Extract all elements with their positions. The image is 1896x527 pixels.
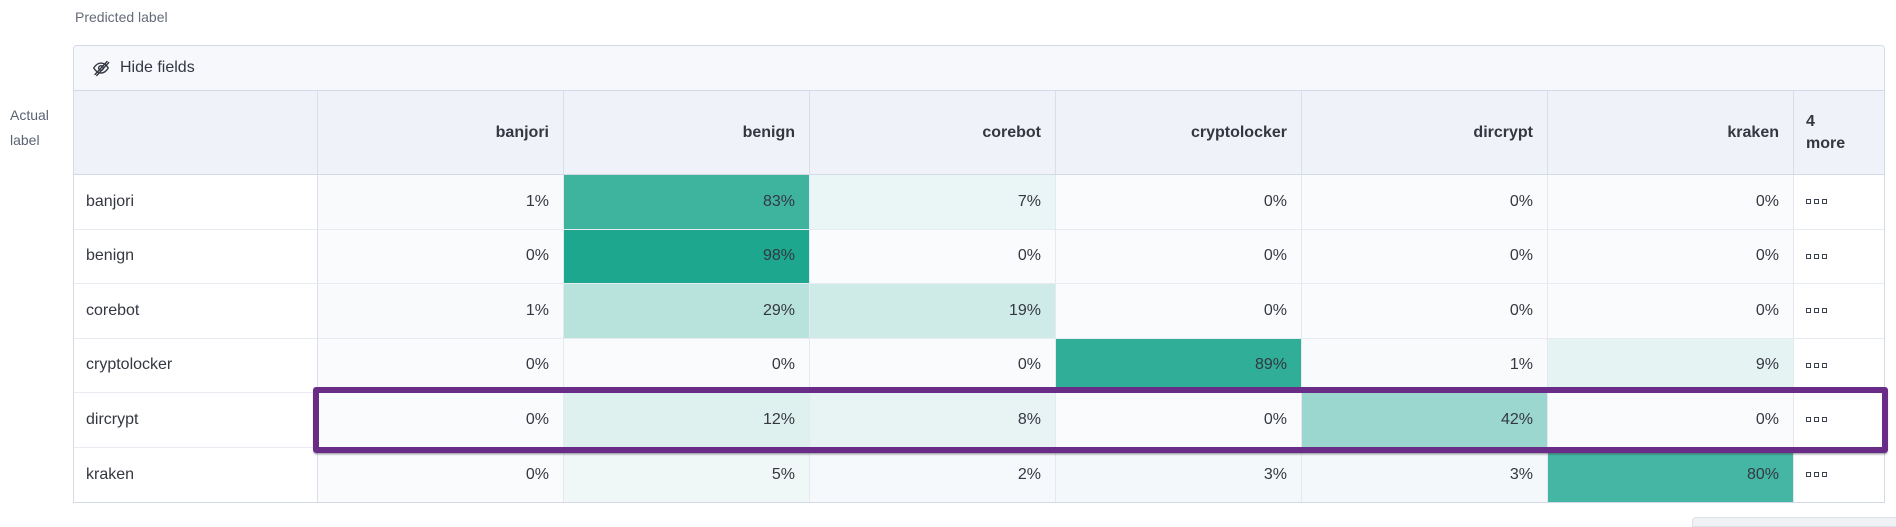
- matrix-cell-dircrypt-corebot[interactable]: 8%: [810, 393, 1056, 448]
- matrix-cell-cryptolocker-cryptolocker[interactable]: 89%: [1056, 338, 1302, 393]
- grid-body: banjori 1% 83% 7% 0% 0% 0% benign 0% 98% 0% 0% 0% 0% c…: [74, 175, 1884, 502]
- row-actions-button-dircrypt[interactable]: [1794, 393, 1884, 448]
- matrix-cell-benign-dircrypt[interactable]: 0%: [1302, 229, 1548, 284]
- confusion-matrix-grid: Hide fields banjori benign corebot cryptolo…: [73, 45, 1885, 503]
- row-actions-button-banjori[interactable]: [1794, 175, 1884, 230]
- matrix-cell-kraken-dircrypt[interactable]: 3%: [1302, 447, 1548, 502]
- matrix-cell-banjori-kraken[interactable]: 0%: [1548, 175, 1794, 230]
- matrix-row-benign: benign 0% 98% 0% 0% 0% 0%: [74, 229, 1884, 284]
- row-actions-button-benign[interactable]: [1794, 229, 1884, 284]
- column-header-dircrypt[interactable]: dircrypt: [1302, 91, 1548, 174]
- grid-header-row: banjori benign corebot cryptolocker dircrypt…: [74, 91, 1884, 175]
- hide-fields-label: Hide fields: [120, 59, 195, 76]
- matrix-cell-dircrypt-kraken[interactable]: 0%: [1548, 393, 1794, 448]
- column-header-cryptolocker[interactable]: cryptolocker: [1056, 91, 1302, 174]
- matrix-cell-cryptolocker-banjori[interactable]: 0%: [318, 338, 564, 393]
- eye-closed-icon: [91, 58, 111, 78]
- matrix-cell-banjori-corebot[interactable]: 7%: [810, 175, 1056, 230]
- row-actions-button-corebot[interactable]: [1794, 284, 1884, 339]
- more-columns-header[interactable]: 4 more: [1794, 91, 1884, 174]
- row-label-dircrypt[interactable]: dircrypt: [74, 393, 318, 448]
- matrix-cell-dircrypt-cryptolocker[interactable]: 0%: [1056, 393, 1302, 448]
- matrix-cell-banjori-banjori[interactable]: 1%: [318, 175, 564, 230]
- row-label-cryptolocker[interactable]: cryptolocker: [74, 338, 318, 393]
- matrix-cell-corebot-benign[interactable]: 29%: [564, 284, 810, 339]
- row-actions-button-kraken[interactable]: [1794, 447, 1884, 502]
- row-actions-button-cryptolocker[interactable]: [1794, 338, 1884, 393]
- column-header-benign[interactable]: benign: [564, 91, 810, 174]
- column-header-banjori[interactable]: banjori: [318, 91, 564, 174]
- matrix-cell-benign-corebot[interactable]: 0%: [810, 229, 1056, 284]
- more-columns-label: 4 more: [1806, 112, 1846, 152]
- matrix-cell-kraken-cryptolocker[interactable]: 3%: [1056, 447, 1302, 502]
- matrix-cell-benign-benign[interactable]: 98%: [564, 229, 810, 284]
- scrollbar-fragment[interactable]: [1692, 517, 1896, 527]
- matrix-cell-dircrypt-banjori[interactable]: 0%: [318, 393, 564, 448]
- matrix-cell-corebot-banjori[interactable]: 1%: [318, 284, 564, 339]
- matrix-cell-kraken-corebot[interactable]: 2%: [810, 447, 1056, 502]
- row-label-corebot[interactable]: corebot: [74, 284, 318, 339]
- matrix-cell-kraken-banjori[interactable]: 0%: [318, 447, 564, 502]
- matrix-cell-cryptolocker-corebot[interactable]: 0%: [810, 338, 1056, 393]
- matrix-cell-benign-banjori[interactable]: 0%: [318, 229, 564, 284]
- column-header-kraken[interactable]: kraken: [1548, 91, 1794, 174]
- matrix-row-banjori: banjori 1% 83% 7% 0% 0% 0%: [74, 175, 1884, 230]
- row-label-kraken[interactable]: kraken: [74, 447, 318, 502]
- matrix-cell-banjori-dircrypt[interactable]: 0%: [1302, 175, 1548, 230]
- actual-axis-label-line1: Actual: [10, 107, 49, 123]
- hide-fields-button[interactable]: Hide fields: [74, 46, 1884, 91]
- row-label-banjori[interactable]: banjori: [74, 175, 318, 230]
- matrix-row-dircrypt: dircrypt 0% 12% 8% 0% 42% 0%: [74, 393, 1884, 448]
- matrix-row-corebot: corebot 1% 29% 19% 0% 0% 0%: [74, 284, 1884, 339]
- matrix-cell-benign-cryptolocker[interactable]: 0%: [1056, 229, 1302, 284]
- boxes-horizontal-icon: [1806, 362, 1830, 368]
- actual-axis-label-line2: label: [10, 132, 40, 148]
- matrix-cell-cryptolocker-benign[interactable]: 0%: [564, 338, 810, 393]
- matrix-cell-corebot-dircrypt[interactable]: 0%: [1302, 284, 1548, 339]
- matrix-cell-corebot-cryptolocker[interactable]: 0%: [1056, 284, 1302, 339]
- matrix-cell-corebot-corebot[interactable]: 19%: [810, 284, 1056, 339]
- row-label-benign[interactable]: benign: [74, 229, 318, 284]
- matrix-cell-kraken-kraken[interactable]: 80%: [1548, 447, 1794, 502]
- matrix-cell-dircrypt-dircrypt[interactable]: 42%: [1302, 393, 1548, 448]
- matrix-cell-cryptolocker-dircrypt[interactable]: 1%: [1302, 338, 1548, 393]
- matrix-cell-banjori-benign[interactable]: 83%: [564, 175, 810, 230]
- header-corner-cell: [74, 91, 318, 174]
- predicted-axis-label: Predicted label: [75, 9, 168, 25]
- boxes-horizontal-icon: [1806, 253, 1830, 259]
- boxes-horizontal-icon: [1806, 472, 1830, 478]
- matrix-cell-banjori-cryptolocker[interactable]: 0%: [1056, 175, 1302, 230]
- matrix-cell-dircrypt-benign[interactable]: 12%: [564, 393, 810, 448]
- matrix-cell-benign-kraken[interactable]: 0%: [1548, 229, 1794, 284]
- actual-axis-label: Actual label: [10, 103, 49, 153]
- matrix-cell-kraken-benign[interactable]: 5%: [564, 447, 810, 502]
- matrix-row-cryptolocker: cryptolocker 0% 0% 0% 89% 1% 9%: [74, 338, 1884, 393]
- boxes-horizontal-icon: [1806, 417, 1830, 423]
- matrix-cell-cryptolocker-kraken[interactable]: 9%: [1548, 338, 1794, 393]
- matrix-cell-corebot-kraken[interactable]: 0%: [1548, 284, 1794, 339]
- boxes-horizontal-icon: [1806, 199, 1830, 205]
- column-header-corebot[interactable]: corebot: [810, 91, 1056, 174]
- boxes-horizontal-icon: [1806, 308, 1830, 314]
- matrix-row-kraken: kraken 0% 5% 2% 3% 3% 80%: [74, 447, 1884, 502]
